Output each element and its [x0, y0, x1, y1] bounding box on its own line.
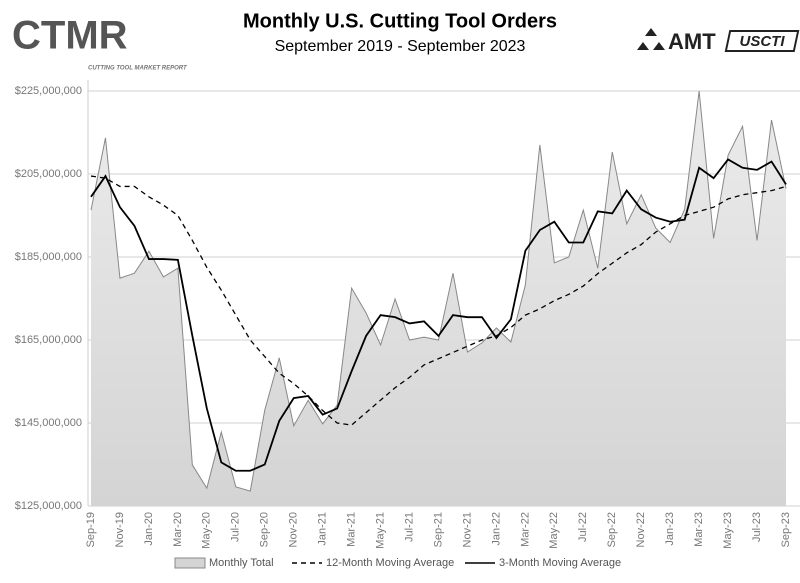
- x-tick-label: Jul-22: [577, 512, 589, 542]
- x-tick-label: Jan-21: [317, 512, 329, 546]
- legend-label: Monthly Total: [209, 557, 274, 569]
- area-line: [90, 90, 787, 492]
- x-tick-label: Jul-21: [403, 512, 415, 542]
- y-tick-label: $145,000,000: [15, 417, 82, 429]
- logo-uscti: USCTI: [740, 33, 786, 50]
- legend-label: 3-Month Moving Average: [499, 557, 621, 569]
- x-tick-label: Sep-23: [780, 512, 792, 547]
- x-tick-label: Sep-19: [85, 512, 97, 547]
- x-tick-label: Nov-21: [461, 512, 473, 547]
- chart-subtitle: September 2019 - September 2023: [275, 38, 526, 55]
- x-tick-label: Mar-21: [346, 512, 358, 547]
- x-tick-label: Sep-22: [606, 512, 618, 547]
- x-tick-label: Sep-21: [432, 512, 444, 547]
- x-tick-label: Nov-20: [288, 512, 300, 547]
- x-tick-label: May-23: [722, 512, 734, 549]
- logo-amt: AMT: [668, 29, 716, 54]
- x-tick-label: Nov-19: [114, 512, 126, 547]
- x-tick-label: Jan-20: [143, 512, 155, 546]
- x-tick-label: Jan-23: [664, 512, 676, 546]
- y-tick-label: $125,000,000: [15, 500, 82, 512]
- y-tick-label: $185,000,000: [15, 251, 82, 263]
- x-tick-label: May-20: [201, 512, 213, 549]
- y-tick-label: $165,000,000: [15, 334, 82, 346]
- x-tick-label: Mar-20: [172, 512, 184, 547]
- legend-label: 12-Month Moving Average: [326, 557, 454, 569]
- x-tick-label: May-22: [548, 512, 560, 549]
- series-line: [90, 158, 787, 472]
- x-tick-label: Jul-20: [230, 512, 242, 542]
- logo-ctmr-sub: CUTTING TOOL MARKET REPORT: [88, 66, 188, 72]
- x-tick-label: Mar-23: [693, 512, 705, 547]
- y-tick-label: $205,000,000: [15, 168, 82, 180]
- amt-icon: [637, 28, 665, 50]
- area-shade: [91, 91, 786, 506]
- uscti-box: [724, 30, 800, 52]
- legend-swatch: [174, 557, 206, 569]
- x-tick-label: Jul-23: [751, 512, 763, 542]
- x-tick-label: Mar-22: [519, 512, 531, 547]
- series-line: [90, 175, 787, 426]
- logo-ctmr: CTMR: [12, 14, 128, 58]
- chart-title: Monthly U.S. Cutting Tool Orders: [243, 10, 557, 32]
- x-tick-label: Nov-22: [635, 512, 647, 547]
- x-tick-label: May-21: [374, 512, 386, 549]
- y-tick-label: $225,000,000: [15, 85, 82, 97]
- x-tick-label: Sep-20: [259, 512, 271, 547]
- x-tick-label: Jan-22: [490, 512, 502, 546]
